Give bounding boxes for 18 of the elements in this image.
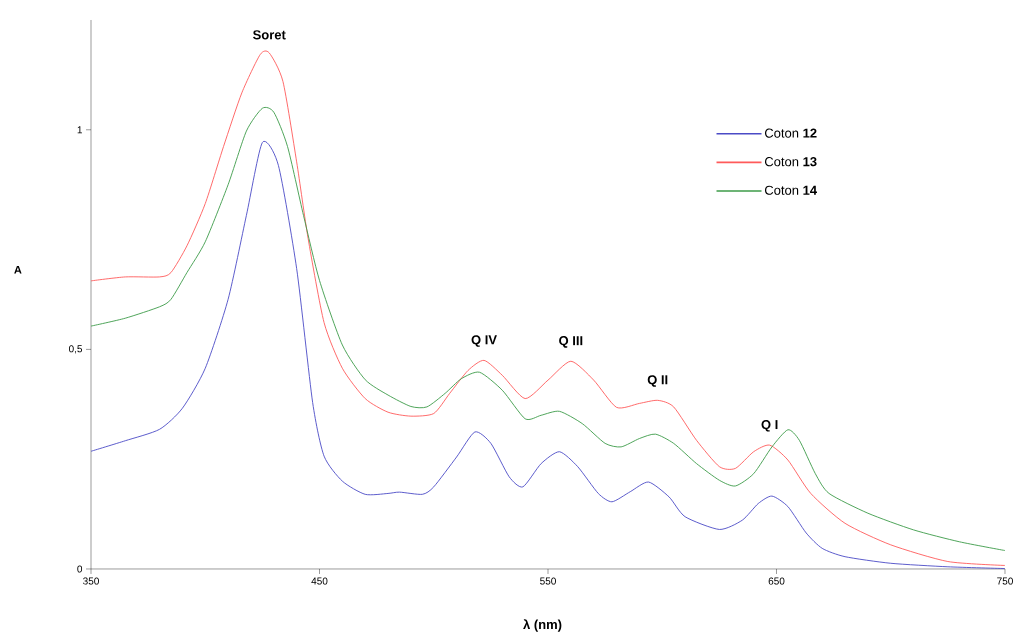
x-axis-title: λ (nm) [523, 619, 562, 632]
annotation: Q I [761, 419, 778, 432]
x-tick-label: 350 [83, 577, 99, 585]
x-tick-label: 550 [540, 577, 556, 585]
legend-label: Coton 13 [764, 157, 817, 167]
annotation: Q IV [471, 335, 497, 347]
x-tick-label: 450 [311, 577, 328, 585]
y-axis-title: A [14, 266, 22, 274]
annotation: Soret [253, 30, 286, 40]
y-tick-label: 0 [77, 565, 83, 573]
y-tick-label: 0,5 [68, 345, 83, 354]
legend-label: Coton 12 [764, 128, 817, 138]
annotation: Q III [559, 336, 583, 348]
y-tick-label: 1 [77, 126, 82, 134]
x-tick-label: 650 [768, 577, 785, 585]
legend-label: Coton 14 [764, 185, 818, 195]
annotation: Q II [647, 375, 668, 387]
x-tick-label: 750 [997, 577, 1013, 585]
